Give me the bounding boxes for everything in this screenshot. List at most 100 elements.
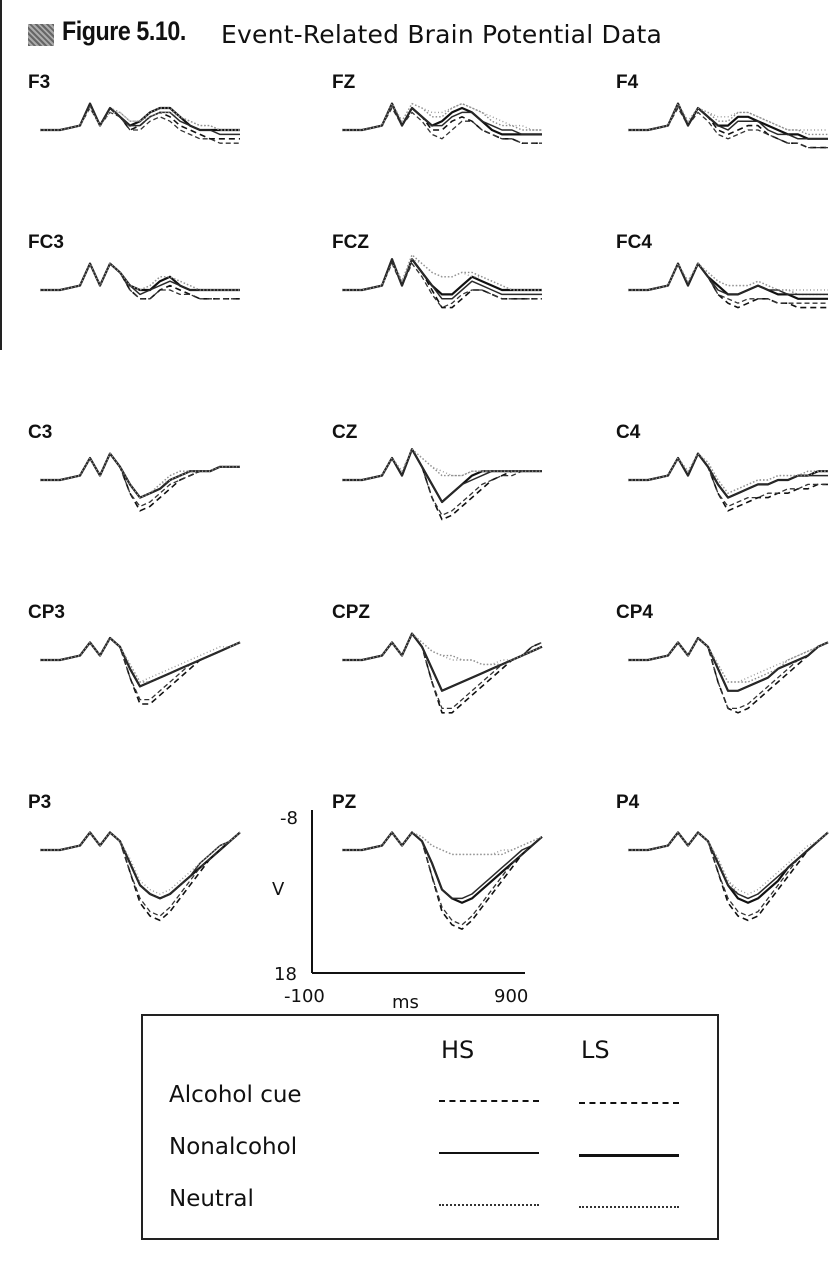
series-line-p4-ls-nonalcohol [628, 831, 829, 900]
y-axis-bottom-tick: 18 [274, 964, 297, 985]
pz-axes: -8 V 18 -100 ms 900 [272, 808, 528, 1010]
series-line-c4-hs-neutral [628, 452, 828, 494]
series-line-fcz-hs-neutral [342, 254, 542, 291]
series-line-cp3-ls-neutral [40, 637, 241, 683]
legend-swatch-ls-alcohol-cue [579, 1102, 679, 1104]
series-line-fz-ls-neutral [342, 102, 542, 131]
x-axis-left-tick: -100 [284, 986, 325, 1007]
series-line-c3-hs-alcohol-cue [40, 452, 240, 512]
series-line-cp4-ls-alcohol-cue [628, 637, 829, 710]
series-line-fcz-ls-alcohol-cue [342, 262, 542, 309]
panel-label-fcz: FCZ [332, 232, 369, 253]
panel-fc4: FC4 [616, 232, 828, 309]
series-line-cp4-ls-neutral [628, 637, 829, 683]
series-line-pz-ls-alcohol-cue [342, 831, 543, 926]
series-line-fc3-hs-nonalcohol [40, 262, 240, 292]
series-line-fz-ls-alcohol-cue [342, 107, 542, 144]
panel-cp3: CP3 [28, 602, 241, 705]
legend-header-hs: HS [441, 1036, 475, 1064]
panel-label-cp4: CP4 [616, 602, 653, 623]
series-line-c4-ls-neutral [628, 452, 828, 494]
series-line-p3-hs-alcohol-cue [40, 831, 241, 922]
series-line-c4-hs-alcohol-cue [628, 452, 828, 512]
legend: HS LS Alcohol cue Nonalcohol Neutral [141, 1014, 719, 1240]
series-line-f3-ls-nonalcohol [40, 102, 240, 136]
series-line-f3-ls-alcohol-cue [40, 107, 240, 144]
x-axis-unit: ms [392, 992, 419, 1010]
erp-chart: F3 FZ F4 FC3 FCZ FC4 C3 CZ C4 CP3 CPZ CP4 P3 PZ P4 -8 … [28, 72, 829, 1010]
panel-label-p3: P3 [28, 792, 51, 813]
series-line-p3-hs-nonalcohol [40, 831, 241, 900]
series-line-cpz-ls-nonalcohol [342, 632, 543, 692]
series-line-c3-ls-neutral [40, 452, 240, 499]
panel-f3: F3 [28, 72, 240, 144]
legend-label-neutral: Neutral [169, 1186, 254, 1212]
series-line-cpz-hs-alcohol-cue [342, 632, 543, 714]
panel-fcz: FCZ [332, 232, 542, 309]
series-line-c3-hs-neutral [40, 452, 240, 499]
series-line-cz-hs-alcohol-cue [342, 448, 542, 521]
series-line-fcz-ls-neutral [342, 258, 542, 291]
figure-title: Event-Related Brain Potential Data [221, 20, 662, 49]
panel-label-f4: F4 [616, 72, 639, 93]
series-line-p3-hs-neutral [40, 831, 241, 900]
series-line-fz-ls-nonalcohol [342, 102, 542, 136]
panel-label-cz: CZ [332, 422, 358, 443]
figure-marker-icon [28, 24, 54, 46]
legend-swatch-ls-nonalcohol [579, 1154, 679, 1157]
series-line-fc3-ls-nonalcohol [40, 262, 240, 296]
legend-swatch-hs-nonalcohol [439, 1152, 539, 1154]
series-line-cp3-hs-alcohol-cue [40, 637, 241, 705]
electrode-panels: F3 FZ F4 FC3 FCZ FC4 C3 CZ C4 CP3 CPZ CP4 P3 PZ P4 [28, 72, 829, 930]
series-line-fz-hs-alcohol-cue [342, 102, 542, 144]
series-line-fc4-hs-nonalcohol [628, 262, 828, 300]
series-line-p3-ls-alcohol-cue [40, 831, 241, 917]
figure-header: Figure 5.10. Event-Related Brain Potenti… [28, 6, 828, 62]
panel-label-c4: C4 [616, 422, 641, 443]
series-line-fc3-ls-neutral [40, 262, 240, 291]
left-border-rule [0, 0, 2, 350]
series-line-p3-ls-neutral [40, 831, 241, 895]
panel-c3: C3 [28, 422, 240, 512]
series-line-fcz-hs-alcohol-cue [342, 258, 542, 309]
panel-c4: C4 [616, 422, 828, 512]
series-line-p3-ls-nonalcohol [40, 831, 241, 900]
series-line-pz-ls-neutral [342, 831, 543, 856]
series-line-fc4-hs-alcohol-cue [628, 262, 828, 309]
series-line-pz-hs-neutral [342, 831, 543, 856]
series-line-f4-ls-alcohol-cue [628, 107, 828, 149]
series-line-fc4-hs-neutral [628, 262, 828, 296]
series-line-cp3-ls-nonalcohol [40, 637, 241, 688]
series-line-cp4-hs-alcohol-cue [628, 637, 829, 714]
legend-swatch-hs-alcohol-cue [439, 1100, 539, 1102]
legend-swatch-ls-neutral [579, 1206, 679, 1208]
series-line-cpz-ls-alcohol-cue [342, 632, 543, 710]
panel-cz: CZ [332, 422, 542, 521]
panel-fc3: FC3 [28, 232, 240, 300]
series-line-fc4-ls-alcohol-cue [628, 262, 828, 304]
panel-pz: PZ [332, 792, 543, 930]
panel-label-fz: FZ [332, 72, 356, 93]
panel-cpz: CPZ [332, 602, 543, 714]
series-line-pz-hs-alcohol-cue [342, 831, 543, 930]
series-line-p4-hs-neutral [628, 831, 829, 900]
panel-p4: P4 [616, 792, 829, 922]
series-line-fc4-ls-nonalcohol [628, 262, 828, 296]
series-line-c3-ls-nonalcohol [40, 452, 240, 499]
series-line-p4-hs-alcohol-cue [628, 831, 829, 922]
series-line-p4-ls-alcohol-cue [628, 831, 829, 917]
panel-label-f3: F3 [28, 72, 50, 93]
series-line-cp4-ls-nonalcohol [628, 637, 829, 692]
legend-swatch-hs-neutral [439, 1204, 539, 1206]
series-line-cz-ls-neutral [342, 448, 542, 481]
series-line-c3-hs-nonalcohol [40, 452, 240, 499]
panel-label-cpz: CPZ [332, 602, 370, 623]
panel-p3: P3 [28, 792, 241, 922]
series-line-cpz-hs-nonalcohol [342, 632, 543, 692]
series-line-cz-ls-alcohol-cue [342, 448, 542, 516]
series-line-cp3-hs-nonalcohol [40, 636, 241, 688]
panel-f4: F4 [616, 72, 828, 149]
y-axis-top-tick: -8 [280, 808, 298, 829]
panel-fz: FZ [332, 72, 542, 144]
panel-cp4: CP4 [616, 602, 829, 714]
